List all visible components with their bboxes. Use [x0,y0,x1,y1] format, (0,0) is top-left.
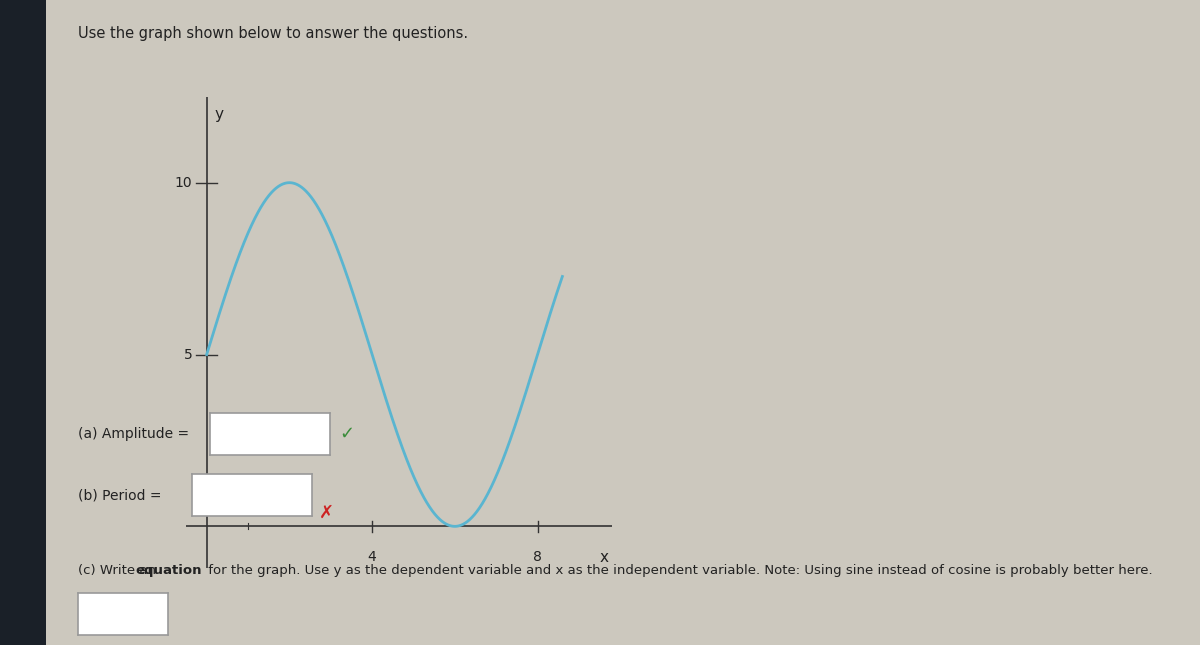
Text: 5: 5 [184,348,192,361]
Text: ✗: ✗ [319,504,335,522]
Text: for the graph. Use y as the dependent variable and x as the independent variable: for the graph. Use y as the dependent va… [204,564,1153,577]
Text: 10: 10 [174,175,192,190]
Text: Use the graph shown below to answer the questions.: Use the graph shown below to answer the … [78,26,468,41]
Text: x: x [599,550,608,566]
Text: (a) Amplitude =: (a) Amplitude = [78,427,190,441]
Text: ✓: ✓ [340,425,355,442]
Text: 4: 4 [367,550,377,564]
Text: 8: 8 [533,550,542,564]
Text: (b) Period =: (b) Period = [78,488,162,502]
Text: y: y [215,107,224,122]
Text: equation: equation [136,564,202,577]
Text: (c) Write an: (c) Write an [78,564,161,577]
